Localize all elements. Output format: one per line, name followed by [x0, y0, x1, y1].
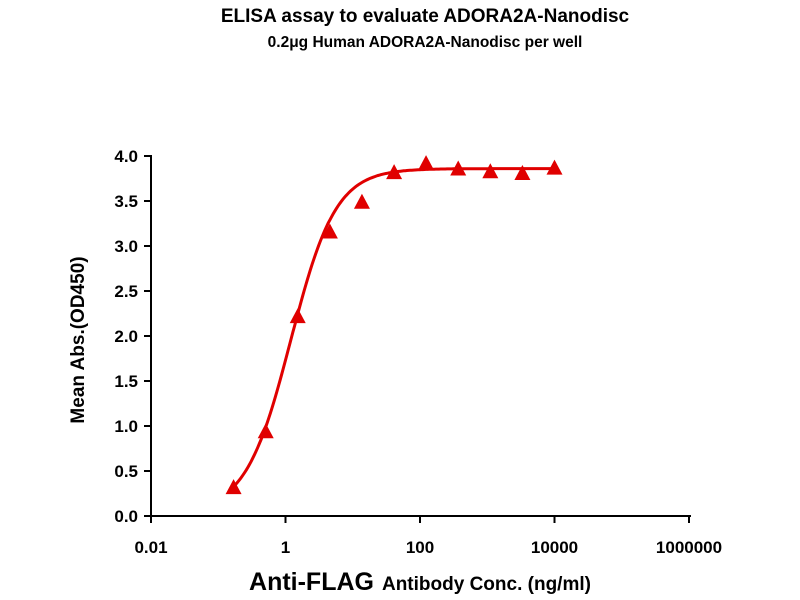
- x-tick-label: 100: [406, 538, 434, 557]
- chart-subtitle: 0.2μg Human ADORA2A-Nanodisc per well: [268, 34, 583, 51]
- y-tick-label: 0.0: [114, 507, 138, 526]
- y-tick-label: 2.0: [114, 327, 138, 346]
- y-tick-label: 3.0: [114, 237, 138, 256]
- data-point-triangle: [289, 308, 306, 324]
- x-tick-label: 1: [281, 538, 290, 557]
- data-point-triangle: [514, 165, 531, 180]
- x-tick-label: 0.01: [134, 538, 167, 557]
- y-axis-label: Mean Abs.(OD450): [68, 256, 89, 423]
- x-axis-label-rest: Antibody Conc. (ng/ml): [382, 574, 591, 595]
- y-tick-label: 3.5: [114, 192, 138, 211]
- fit-curve: [232, 167, 555, 488]
- y-tick-label: 4.0: [114, 147, 138, 166]
- data-point-triangle: [386, 164, 403, 180]
- data-point-triangle: [482, 163, 499, 179]
- y-tick-label: 1.5: [114, 372, 138, 391]
- y-tick-label: 0.5: [114, 462, 138, 481]
- x-axis-label: Anti-FLAG Antibody Conc. (ng/ml): [249, 568, 591, 596]
- data-point-triangle: [450, 160, 467, 176]
- axes: 0.0 0.5 1.0 1.5 2.0 2.5 3.0 3.5 4.0 0.01 1 100 10000…: [114, 147, 722, 557]
- data-point-triangle: [546, 159, 563, 175]
- y-tick-label: 1.0: [114, 417, 138, 436]
- x-tick-label: 1000000: [656, 538, 722, 557]
- data-point-triangle: [321, 223, 338, 239]
- x-axis-label-main: Anti-FLAG: [249, 568, 374, 596]
- data-points: [225, 155, 563, 495]
- data-point-triangle: [257, 423, 274, 439]
- chart-title: ELISA assay to evaluate ADORA2A-Nanodisc: [221, 6, 630, 27]
- data-point-triangle: [225, 479, 242, 495]
- x-tick-label: 10000: [531, 538, 578, 557]
- data-point-triangle: [418, 155, 435, 171]
- data-point-triangle: [353, 193, 370, 209]
- y-tick-label: 2.5: [114, 282, 138, 301]
